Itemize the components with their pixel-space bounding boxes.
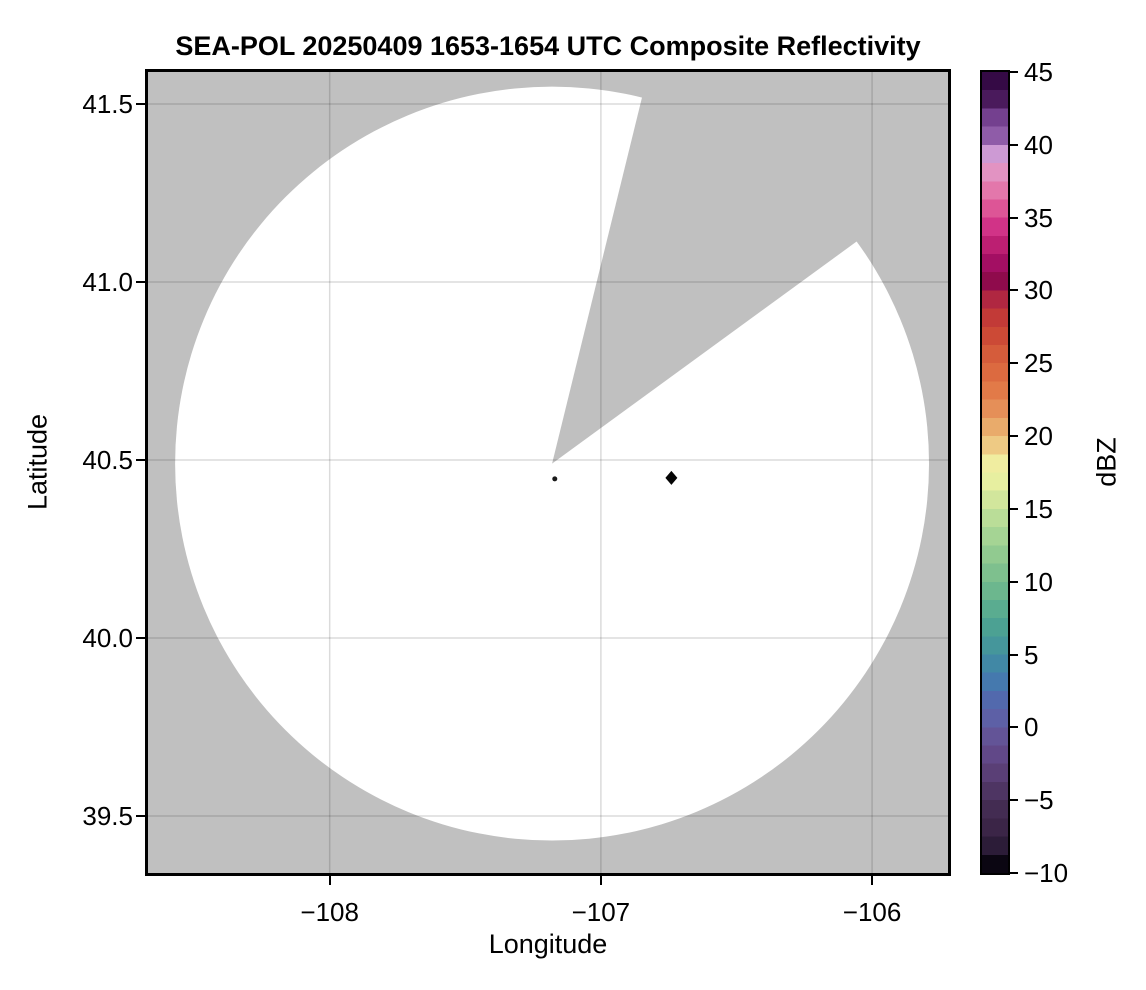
- colorbar-tick-mark: [1010, 872, 1018, 874]
- colorbar-tick-label: 15: [1024, 493, 1053, 524]
- colorbar-tick-label: −5: [1024, 785, 1054, 816]
- colorbar-tick-label: 45: [1024, 57, 1053, 87]
- colorbar-tick-label: 10: [1024, 566, 1053, 597]
- y-tick-mark: [136, 815, 145, 818]
- y-tick-label: 39.5: [82, 801, 133, 832]
- x-axis-label: Longitude: [488, 929, 608, 959]
- plot-area: [145, 69, 951, 876]
- y-tick-label: 40.5: [82, 445, 133, 476]
- colorbar-gradient: [982, 72, 1008, 873]
- colorbar-tick-mark: [1010, 216, 1018, 219]
- y-tick-mark: [136, 459, 145, 462]
- x-tick-mark: [599, 876, 602, 885]
- site-marker-diamond: [665, 470, 678, 485]
- x-tick-mark: [328, 876, 331, 885]
- colorbar-tick-mark: [1010, 435, 1018, 438]
- colorbar-tick-mark: [1010, 289, 1018, 292]
- colorbar-tick-mark: [1010, 507, 1018, 510]
- colorbar-tick-label: 0: [1024, 712, 1039, 743]
- x-tick-label: −106: [842, 897, 902, 927]
- y-tick-label: 41.0: [82, 267, 133, 298]
- y-tick-mark: [136, 281, 145, 284]
- colorbar-tick-label: 20: [1024, 421, 1053, 452]
- x-tick-label: −108: [300, 897, 359, 927]
- colorbar-tick-mark: [1010, 71, 1018, 73]
- colorbar-tick-mark: [1010, 726, 1018, 729]
- y-tick-label: 41.5: [82, 89, 133, 120]
- colorbar-tick-mark: [1010, 653, 1018, 656]
- colorbar-tick-label: 25: [1024, 348, 1053, 379]
- x-tick-mark: [871, 876, 874, 885]
- colorbar: [980, 70, 1010, 875]
- colorbar-tick-mark: [1010, 580, 1018, 583]
- colorbar-tick-label: 40: [1024, 129, 1053, 160]
- colorbar-tick-label: 5: [1024, 639, 1039, 670]
- y-tick-label: 40.0: [82, 623, 133, 654]
- colorbar-tick-mark: [1010, 143, 1018, 146]
- colorbar-tick-mark: [1010, 799, 1018, 802]
- radar-origin-dot: [552, 476, 558, 482]
- x-tick-label: −107: [571, 897, 631, 927]
- missing-data-sector: [552, 72, 924, 464]
- y-tick-mark: [136, 637, 145, 640]
- colorbar-tick-label: 35: [1024, 202, 1053, 233]
- y-tick-mark: [136, 103, 145, 106]
- radar-map: [148, 72, 948, 873]
- figure-title: SEA-POL 20250409 1653-1654 UTC Composite…: [175, 31, 921, 61]
- colorbar-tick-mark: [1010, 362, 1018, 365]
- colorbar-tick-label: −10: [1024, 858, 1069, 888]
- colorbar-tick-label: 30: [1024, 275, 1053, 306]
